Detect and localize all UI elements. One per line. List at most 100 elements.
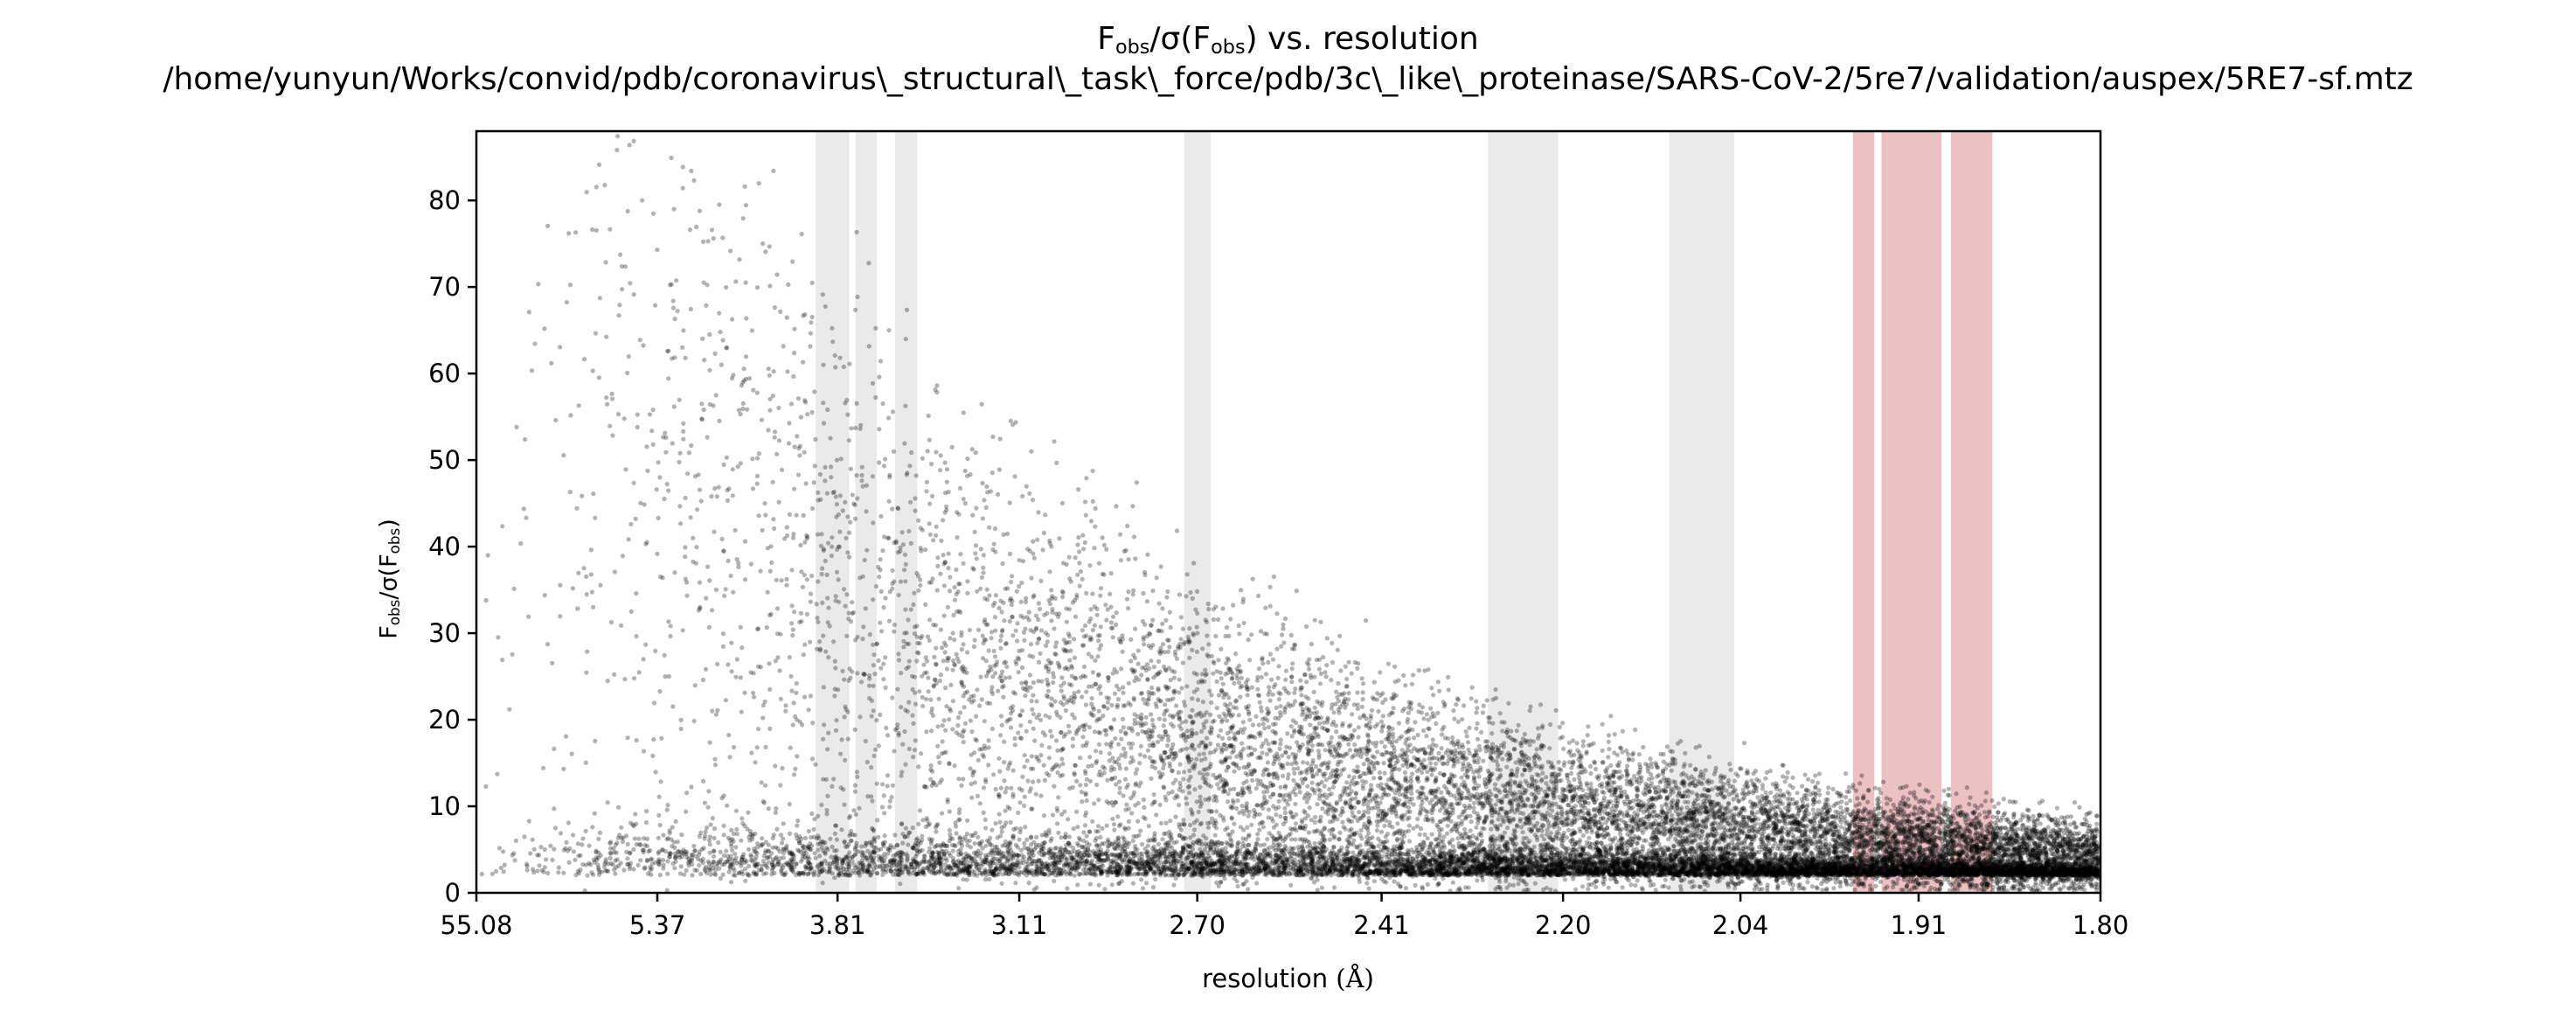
data-point bbox=[1017, 837, 1022, 842]
data-point bbox=[1078, 756, 1083, 761]
data-point bbox=[1270, 791, 1275, 797]
data-point bbox=[858, 679, 864, 685]
data-point bbox=[1292, 770, 1297, 776]
data-point bbox=[1942, 862, 1948, 868]
data-point bbox=[1929, 807, 1934, 812]
data-point bbox=[700, 336, 705, 341]
data-point bbox=[1144, 881, 1149, 886]
data-point bbox=[605, 800, 610, 805]
data-point bbox=[938, 468, 943, 473]
gray-band-0 bbox=[816, 131, 850, 893]
data-point bbox=[866, 344, 871, 349]
data-point bbox=[1096, 742, 1102, 747]
data-point bbox=[945, 799, 950, 805]
data-point bbox=[853, 425, 858, 430]
data-point bbox=[740, 216, 746, 221]
data-point bbox=[864, 547, 870, 553]
data-point bbox=[811, 480, 816, 485]
data-point bbox=[1003, 790, 1008, 795]
data-point bbox=[955, 723, 961, 728]
data-point bbox=[1606, 739, 1611, 744]
data-point bbox=[736, 564, 741, 570]
data-point bbox=[2059, 869, 2064, 874]
data-point bbox=[739, 709, 744, 714]
data-point bbox=[1316, 840, 1322, 846]
data-point bbox=[1996, 801, 2001, 806]
data-point bbox=[1558, 805, 1563, 810]
data-point bbox=[713, 587, 719, 592]
data-point bbox=[1247, 865, 1253, 870]
data-point bbox=[1137, 761, 1142, 766]
data-point bbox=[703, 666, 709, 672]
data-point bbox=[672, 570, 677, 575]
data-point bbox=[1800, 861, 1806, 867]
data-point bbox=[2006, 848, 2011, 853]
data-point bbox=[1744, 834, 1750, 839]
data-point bbox=[1799, 834, 1804, 839]
data-point bbox=[1096, 638, 1101, 644]
data-point bbox=[1356, 725, 1361, 730]
data-point bbox=[1008, 725, 1014, 730]
scatter-points bbox=[479, 134, 2101, 894]
data-point bbox=[1100, 825, 1105, 831]
data-point bbox=[501, 849, 506, 854]
data-point bbox=[1094, 749, 1099, 754]
data-point bbox=[962, 705, 967, 710]
data-point bbox=[1600, 858, 1606, 863]
data-point bbox=[1111, 614, 1116, 619]
data-point bbox=[929, 462, 934, 467]
gray-band-2 bbox=[894, 131, 918, 893]
data-point bbox=[2035, 860, 2040, 866]
data-point bbox=[1114, 622, 1119, 628]
data-point bbox=[1107, 751, 1112, 756]
data-point bbox=[1221, 742, 1226, 748]
data-point bbox=[756, 727, 761, 732]
data-point bbox=[728, 248, 733, 254]
data-point bbox=[885, 733, 891, 738]
data-point bbox=[1092, 729, 1097, 735]
data-point bbox=[552, 846, 557, 852]
data-point bbox=[1188, 774, 1193, 780]
data-point bbox=[1332, 885, 1337, 890]
data-point bbox=[677, 450, 683, 456]
data-point bbox=[1220, 606, 1226, 611]
data-point bbox=[996, 812, 1002, 817]
data-point bbox=[1415, 816, 1420, 822]
data-point bbox=[1968, 795, 1973, 800]
data-point bbox=[1045, 658, 1051, 663]
data-point bbox=[1278, 814, 1283, 819]
data-point bbox=[1027, 672, 1032, 678]
data-point bbox=[1019, 735, 1024, 742]
data-point bbox=[1633, 727, 1638, 733]
data-point bbox=[1294, 865, 1299, 870]
data-point bbox=[1790, 775, 1795, 780]
data-point bbox=[1580, 832, 1586, 839]
data-point bbox=[778, 832, 784, 838]
data-point bbox=[1430, 737, 1435, 742]
data-point bbox=[830, 535, 835, 540]
data-point bbox=[1891, 802, 1896, 808]
data-point bbox=[948, 575, 953, 580]
data-point bbox=[1066, 849, 1071, 855]
data-point bbox=[1070, 736, 1075, 742]
data-point bbox=[1084, 798, 1089, 804]
data-point bbox=[1064, 619, 1069, 624]
data-point bbox=[1205, 825, 1211, 830]
data-point bbox=[1385, 832, 1391, 837]
data-point bbox=[1259, 674, 1264, 680]
data-point bbox=[1560, 721, 1566, 726]
data-point bbox=[1105, 700, 1111, 705]
data-point bbox=[1514, 728, 1519, 734]
data-point bbox=[1449, 802, 1455, 807]
data-point bbox=[871, 683, 876, 689]
data-point bbox=[1046, 756, 1052, 761]
title-line-1: Fobs/σ(Fobs) vs. resolution bbox=[0, 19, 2576, 59]
data-point bbox=[941, 613, 947, 618]
data-point bbox=[2047, 816, 2052, 821]
data-point bbox=[765, 865, 770, 870]
data-point bbox=[845, 550, 851, 555]
data-point bbox=[2093, 871, 2098, 876]
data-point bbox=[924, 479, 929, 484]
data-point bbox=[739, 383, 745, 388]
